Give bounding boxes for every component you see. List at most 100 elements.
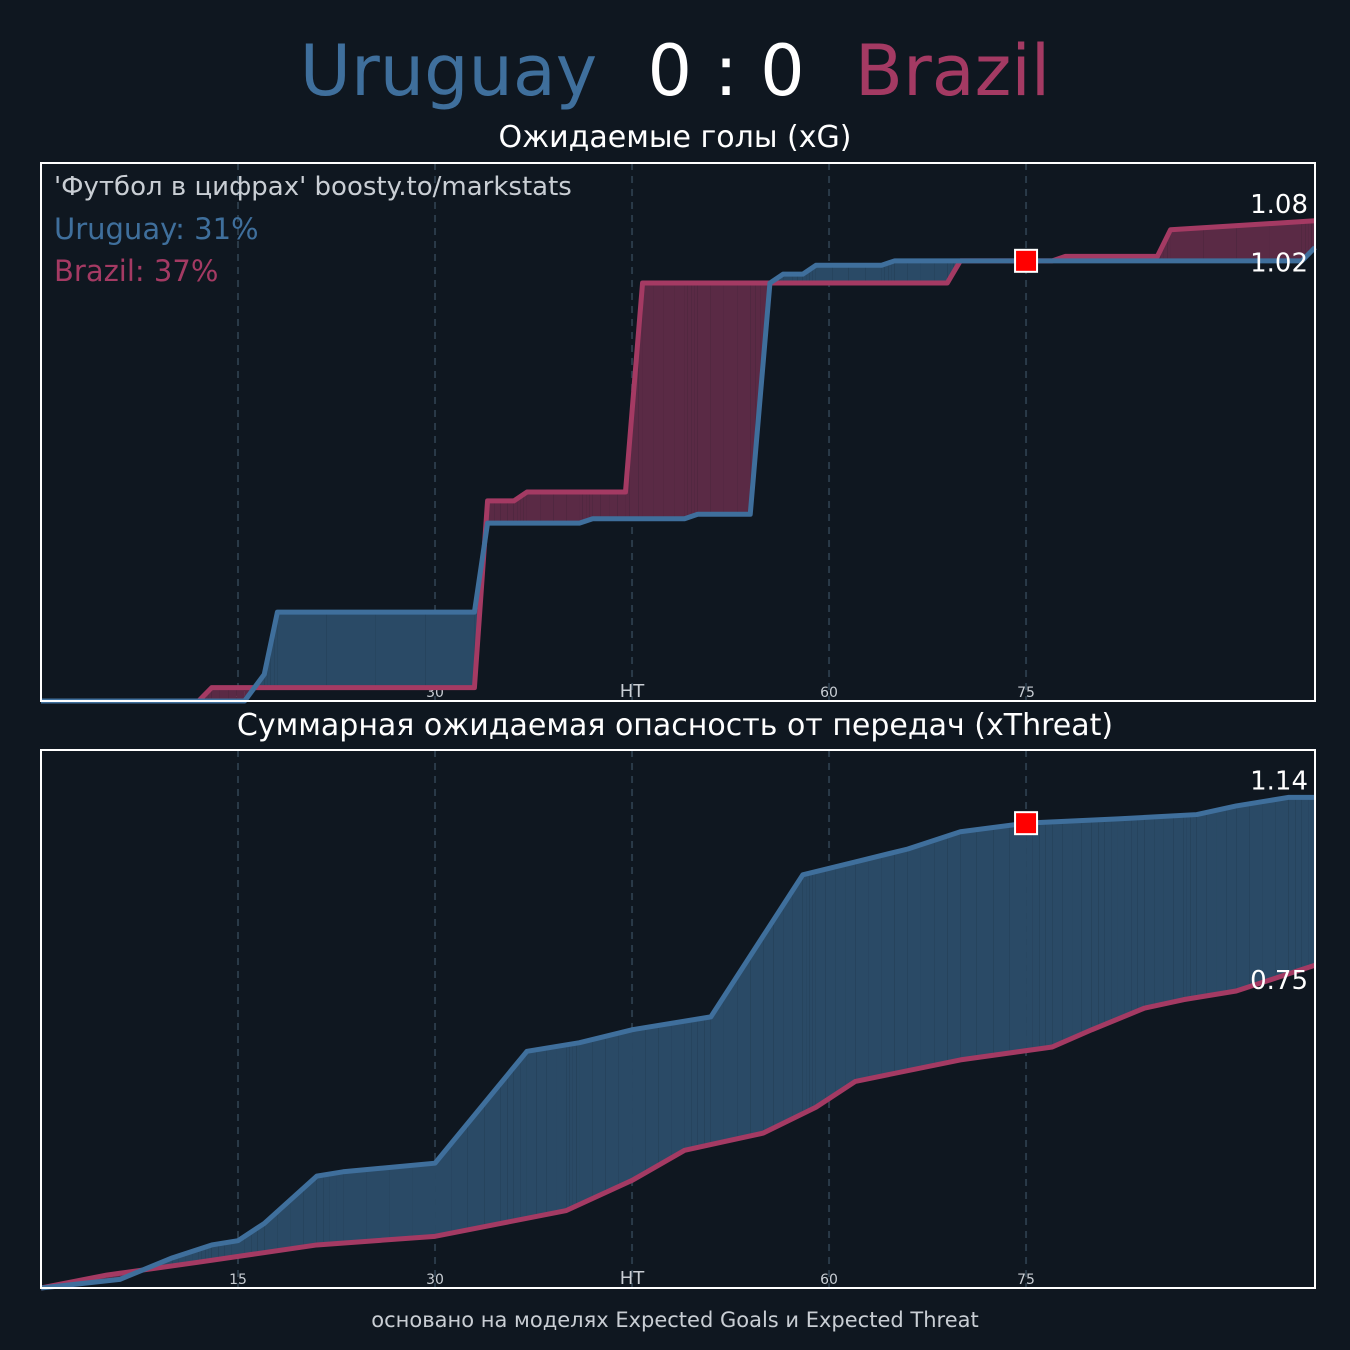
fill-between (572, 1043, 577, 1208)
fill-between (617, 492, 626, 519)
fill-between (865, 265, 882, 284)
fill-between (1295, 797, 1302, 972)
fill-between (366, 1167, 390, 1242)
fill-between (891, 260, 895, 284)
away-end-label: 0.75 (1250, 966, 1308, 996)
fill-between (435, 1143, 452, 1237)
fill-between (723, 283, 738, 515)
fill-between (1098, 819, 1105, 1028)
fill-between (934, 260, 948, 284)
fill-between (513, 1059, 521, 1221)
home-end-label: 1.02 (1250, 248, 1308, 278)
fill-between (553, 492, 567, 524)
fill-between (1104, 819, 1112, 1025)
fill-between (934, 836, 948, 1066)
x-tick-label: 75 (1017, 685, 1035, 701)
match-header: Uruguay 0 : 0 Brazil (0, 26, 1350, 116)
fill-between (920, 840, 935, 1068)
fill-between (960, 829, 977, 1060)
fill-between (697, 1017, 705, 1148)
x-tick-label: 75 (1017, 1272, 1035, 1288)
fill-between (832, 265, 849, 284)
fill-between (451, 1123, 468, 1234)
fill-between (1124, 818, 1132, 1017)
fill-between (1206, 810, 1217, 996)
fill-between (425, 612, 475, 688)
fill-between (520, 494, 524, 524)
fill-between (484, 1083, 501, 1227)
fill-between (684, 283, 688, 519)
fill-between (236, 687, 245, 701)
fill-between (526, 492, 541, 524)
fill-between (523, 492, 527, 524)
fill-between (737, 283, 751, 515)
fill-between (691, 1019, 698, 1149)
fill-between (783, 890, 793, 1124)
fill-between (815, 869, 826, 1108)
fill-between (224, 1241, 232, 1259)
fill-between (1137, 817, 1145, 1011)
fill-between (704, 1016, 711, 1146)
fill-between (907, 260, 921, 284)
fill-between (671, 1021, 685, 1158)
fill-between (600, 492, 610, 519)
x-tick-label: HT (620, 1268, 646, 1289)
fill-between (277, 612, 327, 688)
fill-between (825, 866, 836, 1101)
fill-between (737, 955, 751, 1139)
fill-between (251, 1227, 258, 1255)
fill-between (1203, 225, 1237, 261)
fill-between (494, 500, 501, 524)
away-team-name: Brazil (854, 30, 1051, 112)
fill-between (1039, 822, 1046, 1049)
footer-note: основано на моделях Expected Goals и Exp… (371, 1308, 979, 1332)
fill-between (888, 261, 892, 284)
fill-between (809, 872, 813, 1111)
fill-between (687, 283, 692, 518)
fill-between (556, 1044, 567, 1213)
fill-between (881, 852, 895, 1077)
x-tick-label: 60 (820, 1272, 838, 1288)
fill-between (632, 1027, 646, 1181)
fill-between (277, 1199, 291, 1251)
fill-between (663, 283, 675, 519)
fill-between (1173, 815, 1184, 1002)
fill-between (231, 1240, 239, 1258)
fill-between (806, 873, 810, 1113)
xthreat-chart-title: Суммарная ожидаемая опасность от передач… (236, 708, 1114, 743)
fill-between (697, 283, 711, 515)
fill-between (500, 1075, 508, 1224)
fill-between (1154, 816, 1164, 1007)
fill-between (1081, 820, 1092, 1035)
fill-between (1072, 820, 1082, 1039)
home-xg-line (40, 794, 1315, 1291)
fill-between (589, 492, 593, 520)
fill-between (642, 283, 654, 519)
fill-between (517, 496, 521, 524)
fill-between (881, 264, 885, 284)
fill-between (211, 687, 220, 701)
fill-between (815, 265, 833, 284)
fill-between (845, 861, 856, 1088)
fill-between (750, 935, 764, 1136)
x-tick-label: 60 (820, 685, 838, 701)
plot-frame (40, 162, 1316, 702)
fill-between (773, 905, 784, 1129)
fill-between (336, 1171, 344, 1244)
fill-between (894, 848, 908, 1074)
fill-between (513, 498, 518, 524)
fill-between (993, 825, 1010, 1056)
fill-between (326, 612, 376, 688)
fill-between (1216, 808, 1227, 995)
fill-between (579, 492, 583, 524)
watermark: 'Футбол в цифрах' boosty.to/markstats (54, 172, 572, 202)
fill-between (211, 1243, 219, 1261)
fill-between (343, 1169, 367, 1244)
event-marker (1014, 248, 1039, 273)
fill-between (1131, 817, 1138, 1014)
fill-between (1032, 822, 1040, 1050)
fill-between (526, 1049, 537, 1219)
fill-between (1062, 821, 1073, 1043)
fill-between (412, 1163, 436, 1239)
